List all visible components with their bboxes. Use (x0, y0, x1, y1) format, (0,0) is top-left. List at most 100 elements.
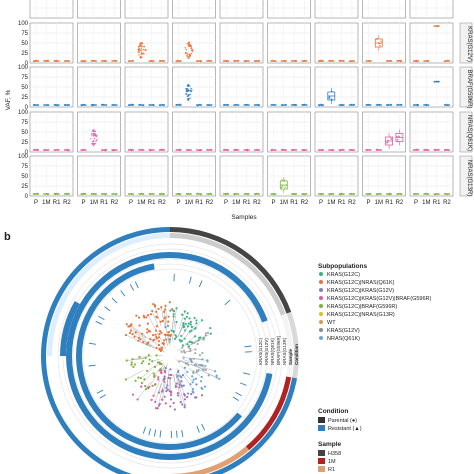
vaf-point (66, 193, 69, 195)
tree-branch (147, 315, 157, 332)
tree-leaf (206, 331, 210, 334)
tree-leaf (181, 313, 184, 316)
tree-leaf (129, 324, 132, 327)
tree-branch (182, 350, 191, 354)
x-tick-label: R1 (290, 200, 298, 206)
tree-leaf (206, 360, 209, 363)
vaf-point (54, 149, 56, 152)
tree-branch (147, 342, 157, 349)
mutation-tick (98, 315, 105, 321)
vaf-point (352, 193, 355, 195)
vaf-point (113, 193, 115, 195)
tree-leaf (151, 334, 155, 337)
vaf-point (92, 59, 94, 62)
x-tick-label: R1 (100, 200, 108, 206)
x-tick-label: P (366, 200, 370, 206)
vaf-point (65, 193, 68, 196)
ring-labels: KRAS(G12C) KRAS(G12V) NRAS(Q61K) BRAF(G5… (258, 335, 299, 365)
tree-leaf (198, 354, 202, 357)
tree-leaf (204, 364, 207, 368)
tree-leaf (162, 310, 166, 313)
tree-leaf (153, 374, 156, 377)
legend-label: KRAS(G12C) (327, 272, 360, 278)
tree-leaf (183, 337, 186, 340)
vaf-point (331, 90, 333, 93)
x-tick-label: 1M (137, 200, 145, 206)
vaf-point (350, 103, 353, 106)
tree-leaf (158, 347, 162, 350)
facet-panel (219, 111, 264, 153)
vaf-point (142, 49, 145, 51)
vaf-point (254, 193, 257, 195)
tree-leaf (165, 389, 168, 393)
vaf-point (446, 148, 449, 151)
tree-leaf (172, 330, 175, 334)
tree-branch (140, 339, 153, 347)
vaf-point (244, 193, 246, 195)
tree-leaf (156, 361, 159, 364)
vaf-point (349, 149, 351, 151)
tree-leaf (155, 346, 158, 350)
facet-panel (172, 0, 216, 19)
vaf-point (130, 193, 132, 196)
vaf-point (199, 193, 202, 196)
tree-leaf (183, 317, 186, 320)
tree-leaf (191, 381, 194, 384)
vaf-point (236, 149, 238, 151)
tree-leaf (166, 333, 169, 336)
tree-leaf (176, 375, 179, 378)
vaf-point (341, 148, 344, 151)
vaf-point (185, 52, 188, 54)
x-tick-label: P (176, 200, 180, 206)
tree-leaf (185, 315, 188, 318)
vaf-point (295, 60, 297, 63)
mutation-tick (134, 281, 139, 289)
vaf-point (141, 43, 144, 45)
vaf-point (56, 104, 59, 107)
tree-leaf (157, 343, 161, 347)
condition-ring (170, 227, 292, 314)
vaf-point (187, 85, 190, 88)
tree-leaf (148, 330, 152, 333)
tree-branch (130, 325, 147, 338)
vaf-point (184, 46, 187, 49)
vaf-point (388, 192, 391, 195)
y-tick-label: 75 (21, 31, 28, 37)
tree-branch (158, 377, 164, 393)
tree-leaf (153, 304, 157, 307)
tree-leaf (140, 381, 144, 385)
vaf-point (101, 60, 104, 62)
tree-leaf (135, 314, 138, 317)
vaf-point (284, 186, 286, 188)
vaf-point (257, 149, 259, 151)
vaf-point (132, 103, 134, 106)
tree-leaf (191, 375, 194, 378)
vaf-point (285, 184, 287, 186)
vaf-point (151, 193, 154, 195)
tree-branch (184, 357, 194, 359)
tree-leaf (192, 378, 195, 381)
mutation-tick (201, 423, 206, 431)
vaf-point (247, 60, 249, 62)
tree-branch (148, 374, 158, 388)
facet-panel (172, 111, 216, 153)
vaf-point (187, 89, 190, 91)
sample-ring (280, 313, 293, 378)
vaf-point (271, 104, 273, 106)
ring-label-braf-g596r: BRAF(G596R) (276, 335, 281, 365)
tree-leaf (186, 395, 189, 399)
vaf-point (149, 149, 152, 152)
facet-frame (172, 0, 216, 19)
tree-leaf (134, 379, 137, 382)
vaf-point (185, 93, 188, 96)
vaf-point (390, 103, 392, 106)
tree-leaf (189, 320, 192, 323)
tree-leaf (187, 363, 190, 366)
tree-leaf (161, 342, 164, 345)
vaf-point (189, 44, 191, 46)
vaf-point (291, 60, 294, 62)
vaf-point (293, 193, 295, 196)
tree-leaf (194, 348, 197, 351)
tree-leaf (209, 332, 212, 335)
tree-leaf (180, 350, 183, 353)
